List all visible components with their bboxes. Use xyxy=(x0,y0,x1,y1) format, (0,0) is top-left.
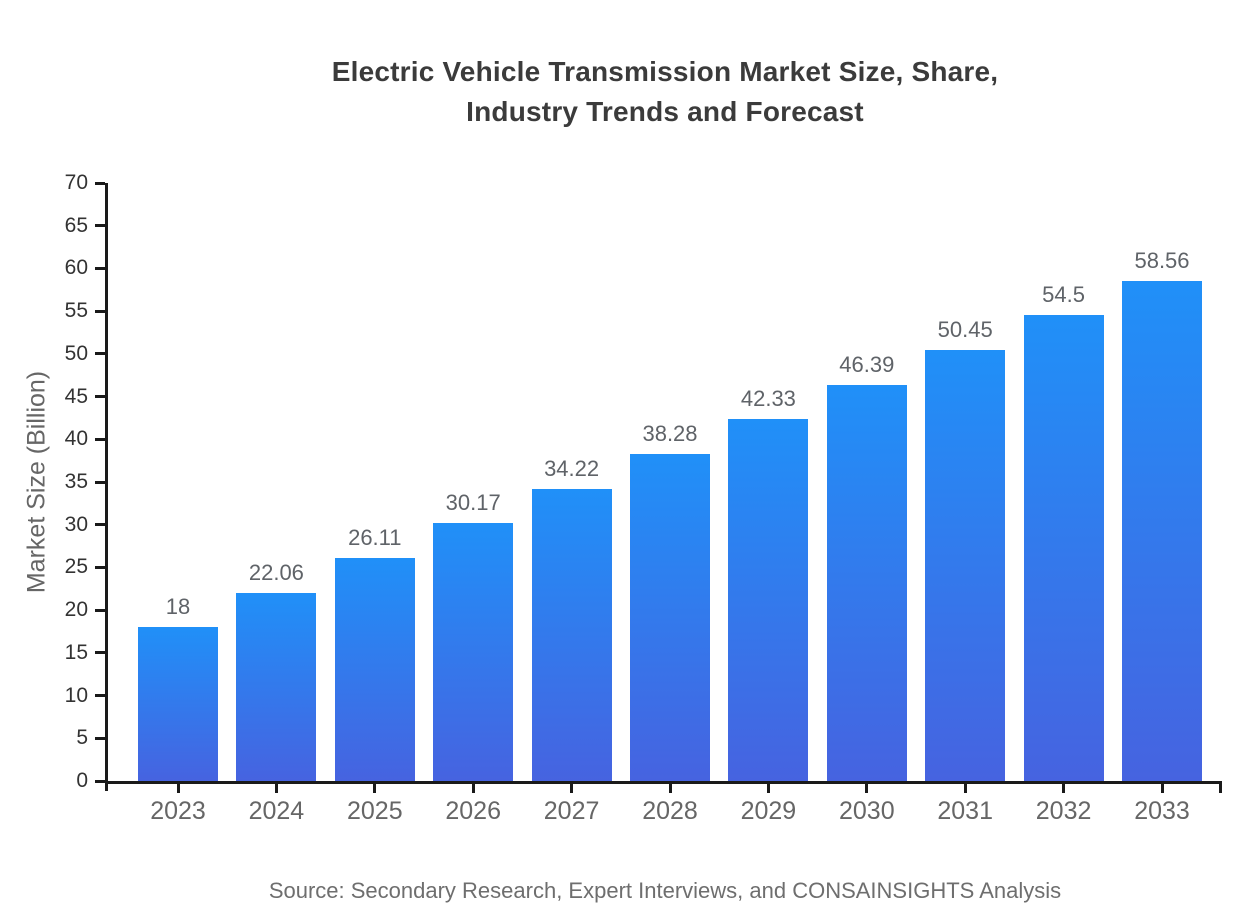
x-tick xyxy=(570,784,574,793)
bar-value-label: 38.28 xyxy=(642,420,698,446)
y-tick xyxy=(95,266,105,270)
y-tick-label: 15 xyxy=(64,640,88,664)
bar-2028 xyxy=(630,453,710,781)
bar-value-label: 46.39 xyxy=(839,351,895,377)
chart-title-line-2: Industry Trends and Forecast xyxy=(466,96,864,127)
y-tick-label: 55 xyxy=(64,299,88,323)
bar-2027 xyxy=(531,488,612,781)
bar-value-label: 34.22 xyxy=(544,455,600,481)
x-tick-label: 2027 xyxy=(543,797,600,825)
y-tick xyxy=(95,694,105,698)
x-tick xyxy=(274,784,278,793)
x-tick-label: 2033 xyxy=(1134,797,1190,825)
bar-2029 xyxy=(728,419,809,781)
x-tick xyxy=(668,784,672,793)
y-tick-label: 0 xyxy=(76,769,88,792)
bar-value-label: 30.17 xyxy=(445,490,501,516)
x-tick-label: 2025 xyxy=(346,797,403,825)
bar-2026 xyxy=(433,523,514,781)
x-axis-end-tick xyxy=(1219,784,1222,793)
x-tick-label: 2029 xyxy=(740,797,797,825)
y-tick-label: 30 xyxy=(64,512,88,536)
x-tick-label: 2030 xyxy=(838,797,895,825)
y-tick xyxy=(95,352,105,356)
bar-value-label: 42.33 xyxy=(740,386,796,412)
y-tick xyxy=(95,181,105,185)
y-tick-label: 50 xyxy=(64,341,88,365)
x-tick xyxy=(176,784,180,793)
bar-2031 xyxy=(925,350,1006,781)
source-note: Source: Secondary Research, Expert Inter… xyxy=(268,878,1062,903)
x-tick xyxy=(373,784,377,793)
x-tick xyxy=(1062,784,1066,793)
y-tick xyxy=(95,565,105,569)
x-tick xyxy=(865,784,869,793)
bar-value-label: 18 xyxy=(165,594,191,620)
bar-2024 xyxy=(236,592,317,781)
y-tick xyxy=(95,779,105,783)
x-tick xyxy=(963,784,967,793)
y-tick xyxy=(95,309,105,313)
bar-2030 xyxy=(826,384,907,781)
y-tick-label: 65 xyxy=(64,213,88,237)
y-tick-label: 10 xyxy=(64,683,88,707)
y-tick xyxy=(95,224,105,228)
y-tick-label: 25 xyxy=(64,555,88,579)
x-tick-label: 2023 xyxy=(150,797,206,825)
bar-value-label: 50.45 xyxy=(937,317,993,342)
x-tick-label: 2028 xyxy=(642,797,698,825)
bar-2025 xyxy=(334,557,415,781)
y-tick-label: 70 xyxy=(64,171,88,194)
chart-title: Electric Vehicle Transmission Market Siz… xyxy=(108,52,1222,132)
x-tick-label: 2026 xyxy=(445,797,501,825)
plot-area: 0 5 10 15 20 25 30 35 40 45 50 55 60 65 70 18 2023 22.06 2… xyxy=(65,171,1222,825)
y-tick xyxy=(95,651,105,655)
bar-value-label: 26.11 xyxy=(348,524,402,550)
y-tick-label: 45 xyxy=(64,384,88,408)
y-tick-label: 60 xyxy=(64,256,88,280)
chart-title-line-1: Electric Vehicle Transmission Market Siz… xyxy=(331,56,999,87)
bar-2023 xyxy=(138,627,218,781)
x-tick xyxy=(471,784,475,793)
bar-value-label: 54.5 xyxy=(1042,282,1085,308)
y-tick-label: 20 xyxy=(64,598,88,622)
x-tick xyxy=(766,784,770,793)
bar-2033 xyxy=(1122,280,1202,781)
bar-value-label: 22.06 xyxy=(248,559,304,585)
y-tick-label: 5 xyxy=(76,726,88,750)
x-tick-label: 2024 xyxy=(248,797,305,825)
y-tick xyxy=(95,523,105,527)
y-tick xyxy=(95,736,105,740)
y-tick-label: 40 xyxy=(64,427,88,451)
x-tick xyxy=(1160,784,1164,793)
x-axis-line xyxy=(105,781,1222,784)
y-tick-label: 35 xyxy=(64,470,88,493)
bar-value-label: 58.56 xyxy=(1134,247,1190,273)
x-tick-label: 2032 xyxy=(1035,797,1092,825)
y-tick xyxy=(95,437,105,441)
y-tick xyxy=(95,480,105,484)
y-tick xyxy=(95,395,105,399)
x-tick-label: 2031 xyxy=(937,797,993,825)
y-tick xyxy=(95,608,105,612)
bar-2032 xyxy=(1023,315,1104,781)
y-axis-line xyxy=(105,183,108,791)
